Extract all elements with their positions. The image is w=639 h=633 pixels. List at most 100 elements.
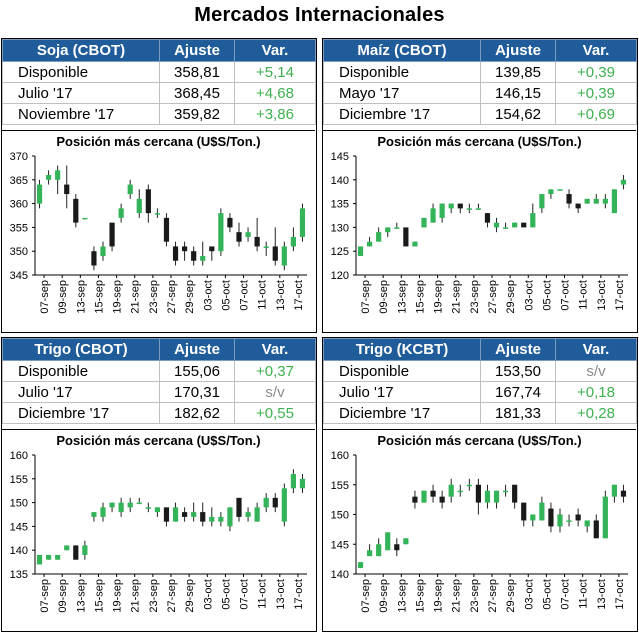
candle-body — [421, 490, 427, 503]
x-tick-label: 17-oct — [614, 280, 626, 311]
x-tick-label: 07-oct — [239, 579, 251, 610]
candle-body — [484, 490, 491, 503]
change-value: +5,14 — [234, 61, 316, 83]
page-title: Mercados Internacionales — [194, 4, 445, 26]
settle-value: 139,85 — [480, 61, 556, 83]
candle-body — [172, 507, 179, 522]
candle — [91, 246, 97, 271]
y-tick-label: 160 — [331, 450, 349, 462]
candle-body — [403, 227, 409, 247]
x-tick-label: 07-sep — [39, 280, 51, 314]
market-header: Soja (CBOT) — [2, 39, 160, 62]
candle — [182, 241, 188, 261]
table-row: Diciembre '17 181,33 +0,28 — [323, 402, 637, 424]
candle-body — [209, 516, 215, 522]
candle — [376, 227, 382, 242]
settle-value: 358,81 — [159, 61, 235, 83]
candle — [557, 508, 563, 533]
candle-body — [466, 208, 472, 210]
candle — [611, 189, 617, 214]
x-tick-label: 03-oct — [202, 280, 214, 311]
y-tick-label: 140 — [331, 569, 349, 581]
y-tick-label: 150 — [331, 510, 349, 522]
candle-body — [448, 203, 454, 209]
contract-label: Disponible — [323, 360, 481, 382]
candle — [503, 484, 509, 497]
candle — [430, 484, 436, 503]
candle — [466, 478, 472, 491]
panel-trigo-kcbt: Trigo (KCBT) Ajuste Var. Disponible 153,… — [322, 337, 638, 632]
candle-body — [109, 502, 115, 508]
chart-title: Posición más cercana (U$S/Ton.) — [377, 433, 582, 448]
contract-label: Diciembre '17 — [2, 402, 160, 424]
candle — [200, 241, 206, 266]
settle-value: 359,82 — [159, 103, 235, 125]
candle-body — [539, 502, 545, 521]
candle-body — [109, 222, 115, 247]
candle — [412, 490, 418, 509]
candle-body — [182, 512, 188, 517]
change-value: +0,18 — [555, 381, 637, 403]
change-header: Var. — [234, 338, 316, 361]
chart-title: Posición más cercana (U$S/Ton.) — [377, 134, 582, 149]
x-tick-label: 13-sep — [75, 280, 87, 314]
candle-body — [263, 497, 269, 508]
candle — [584, 198, 590, 204]
x-tick-label: 15-sep — [414, 280, 426, 314]
candle-body — [263, 246, 269, 248]
candle — [136, 189, 142, 218]
panel-soja-cbot: Soja (CBOT) Ajuste Var. Disponible 358,8… — [1, 38, 317, 333]
candle-body — [557, 189, 563, 191]
candle — [263, 241, 269, 256]
x-tick-label: 07-oct — [560, 579, 572, 610]
candlestick-chart: 135 140 145 150 155 160 07-sep 09-sep 13-sep 15-s… — [10, 450, 307, 613]
candle — [575, 203, 581, 214]
chart-area: Posición más cercana (U$S/Ton.) 140 145 15… — [323, 429, 636, 630]
x-tick-label: 13-sep — [396, 579, 408, 613]
candle-body — [136, 502, 142, 505]
candle-body — [611, 484, 617, 497]
candle-body — [439, 203, 445, 218]
candle — [539, 194, 545, 214]
candle-body — [521, 502, 527, 521]
candle-body — [182, 246, 188, 252]
x-tick-label: 03-oct — [202, 579, 214, 610]
candle-body — [91, 512, 97, 517]
adjust-header: Ajuste — [480, 338, 556, 361]
x-tick-label: 05-oct — [541, 280, 553, 311]
contract-label: Julio '17 — [323, 381, 481, 403]
candle — [209, 507, 215, 527]
candle-body — [163, 507, 170, 522]
candle — [584, 520, 590, 533]
x-tick-label: 15-sep — [93, 579, 105, 613]
x-tick-label: 23-sep — [469, 280, 481, 314]
y-tick-label: 140 — [10, 545, 28, 557]
candle — [227, 213, 233, 233]
x-tick-label: 23-sep — [469, 579, 481, 613]
candle — [439, 203, 445, 223]
candle — [182, 507, 188, 522]
candle-body — [73, 198, 79, 223]
contract-label: Noviembre '17 — [2, 103, 160, 125]
candle-body — [154, 213, 160, 215]
settle-value: 182,62 — [159, 402, 235, 424]
candle-body — [367, 550, 373, 557]
y-tick-label: 155 — [331, 480, 349, 492]
market-header: Trigo (CBOT) — [2, 338, 160, 361]
y-tick-label: 345 — [10, 270, 28, 282]
candle-body — [548, 508, 554, 527]
candle-body — [512, 484, 518, 503]
y-tick-label: 135 — [10, 569, 28, 581]
settle-value: 181,33 — [480, 402, 556, 424]
x-tick-label: 19-sep — [433, 579, 445, 613]
candle-body — [430, 490, 436, 497]
change-value: +4,68 — [234, 82, 316, 104]
candle — [127, 497, 133, 513]
candle — [154, 507, 160, 517]
x-tick-label: 09-sep — [378, 280, 390, 314]
candle — [367, 544, 373, 557]
change-value: s/v — [555, 360, 637, 382]
y-tick-label: 370 — [10, 151, 28, 163]
candle-body — [584, 520, 590, 527]
candle — [263, 493, 269, 513]
